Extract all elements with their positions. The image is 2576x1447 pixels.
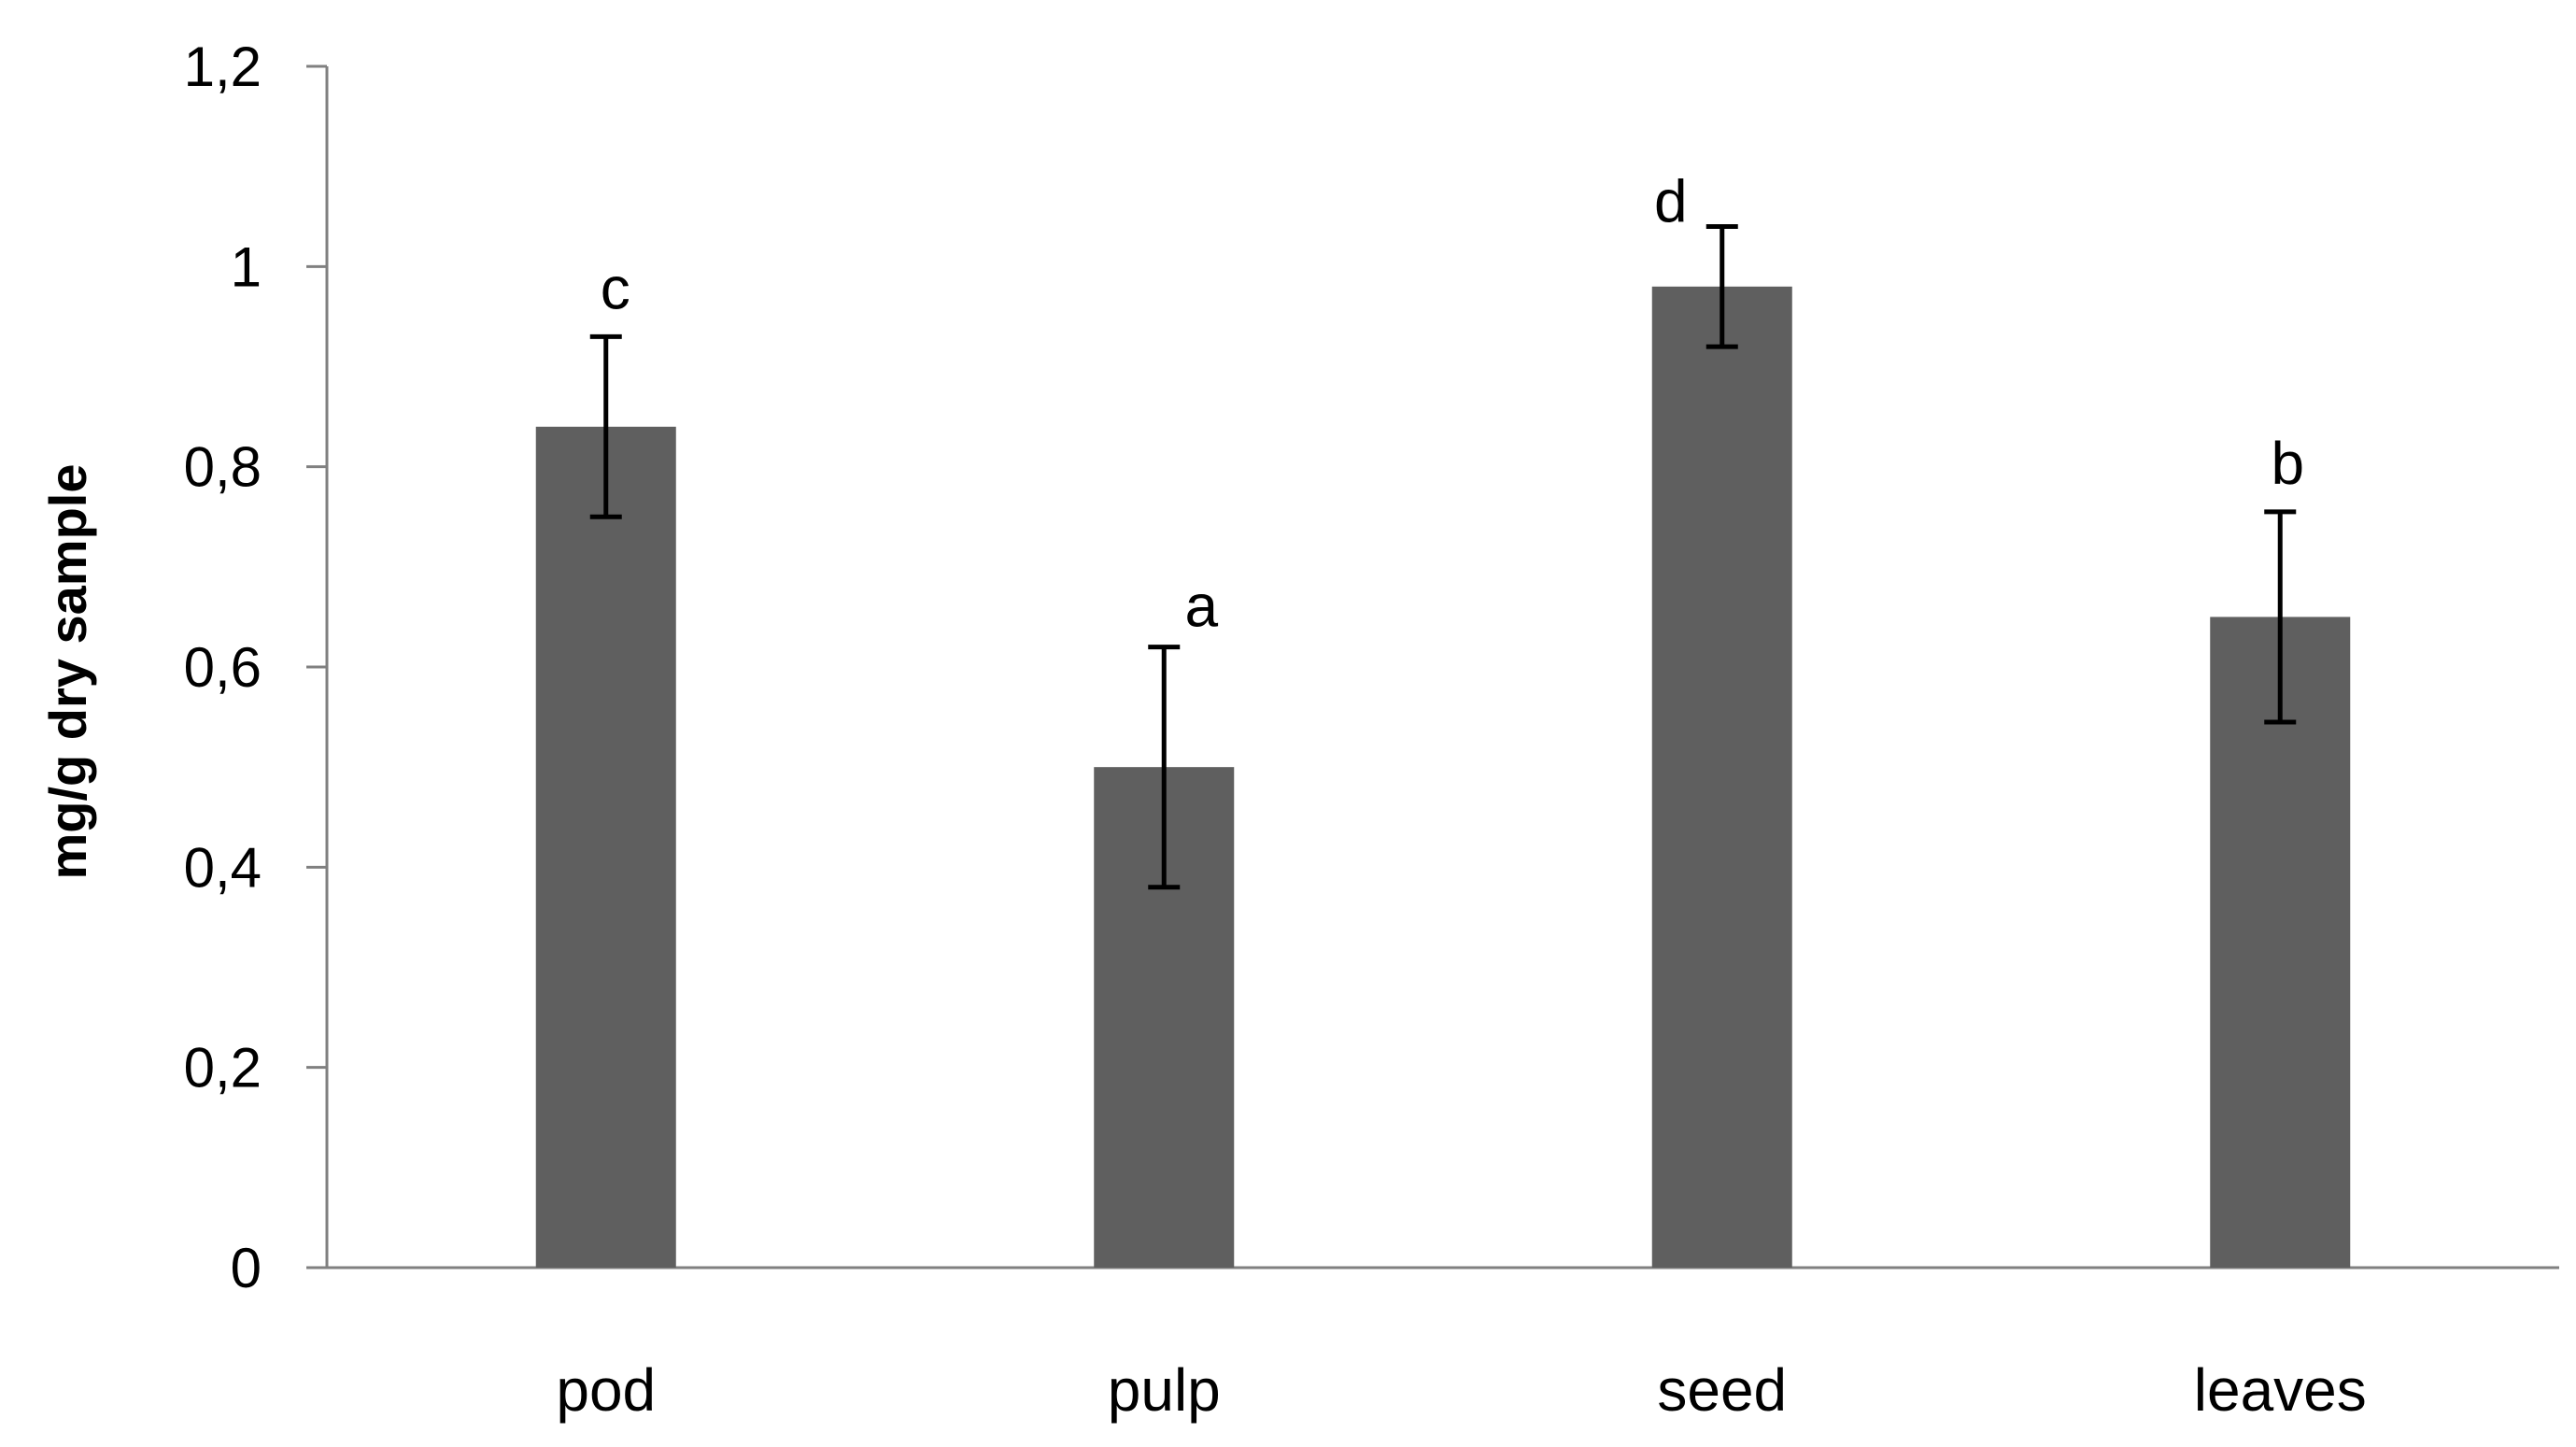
significance-label: c <box>601 254 630 321</box>
significance-label: b <box>2271 430 2304 497</box>
bar-leaves <box>2210 617 2351 1268</box>
y-tick-label: 0,4 <box>184 836 262 899</box>
y-tick-label: 1 <box>231 235 262 298</box>
significance-label: a <box>1184 573 1218 640</box>
bar-seed <box>1651 286 1792 1269</box>
y-axis-title-group: mg/g dry sample <box>38 463 97 879</box>
y-axis-title: mg/g dry sample <box>38 463 97 879</box>
y-axis-ticks: 0 0,2 0,4 0,6 0,8 1 1,2 <box>184 35 327 1299</box>
significance-label: d <box>1654 167 1688 234</box>
bar-pod <box>535 426 676 1268</box>
y-tick-label: 0,8 <box>184 436 262 499</box>
bars <box>535 286 2351 1269</box>
category-labels: pod pulp seed leaves <box>556 1356 2366 1424</box>
y-tick-label: 0 <box>231 1237 262 1299</box>
y-tick-label: 1,2 <box>184 35 262 98</box>
x-category-label: pulp <box>1108 1356 1221 1424</box>
x-category-label: leaves <box>2194 1356 2367 1424</box>
x-category-label: seed <box>1657 1356 1787 1424</box>
error-bars <box>589 223 2297 890</box>
y-tick-label: 0,6 <box>184 636 262 699</box>
significance-labels: c a d b <box>601 167 2304 639</box>
x-category-label: pod <box>556 1356 656 1424</box>
y-tick-label: 0,2 <box>184 1037 262 1099</box>
